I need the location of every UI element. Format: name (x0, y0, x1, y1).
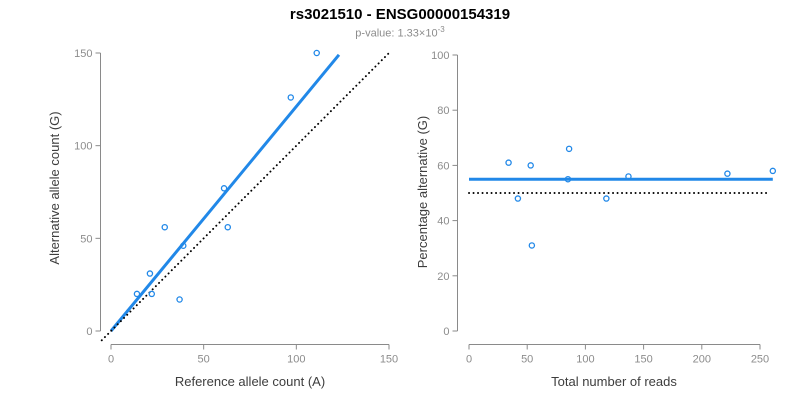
y-tick-label: 60 (437, 160, 449, 172)
data-point (176, 296, 183, 303)
y-tick-label: 50 (80, 233, 92, 245)
x-tick-label: 200 (693, 354, 711, 366)
left-plot-yaxis-title: Alternative allele count (G) (47, 111, 62, 265)
data-point (514, 195, 522, 202)
x-tick-label: 150 (380, 354, 398, 366)
figure-subtitle: p-value: 1.33×10-3 (0, 25, 800, 40)
y-tick-label: 0 (86, 326, 92, 338)
data-point (528, 242, 536, 249)
identity-line (100, 52, 390, 342)
figure-title: rs3021510 - ENSG00000154319 (289, 6, 511, 23)
data-point (625, 173, 632, 180)
x-tick-label: 50 (521, 354, 533, 366)
y-tick-label: 40 (437, 216, 449, 228)
data-point (565, 145, 573, 153)
x-tick-label: 100 (576, 354, 594, 366)
data-point (180, 242, 187, 249)
y-tick-label: 20 (437, 271, 449, 283)
y-tick-label: 80 (437, 105, 449, 117)
data-point (161, 223, 168, 231)
data-point (287, 94, 295, 101)
pvalue-exponent: -3 (437, 25, 445, 34)
y-tick-label: 150 (74, 48, 92, 60)
data-point (148, 290, 156, 298)
y-tick-label: 0 (443, 326, 449, 338)
data-point (313, 49, 320, 57)
x-tick-label: 0 (466, 354, 472, 366)
data-point (724, 170, 731, 177)
right-plot: 0 20 40 60 80 100 0 50 100 150 200 250 (431, 50, 777, 366)
data-point (564, 175, 572, 183)
y-tick-label: 100 (74, 141, 92, 153)
regression-line (109, 53, 341, 332)
x-tick-label: 150 (634, 354, 652, 366)
pvalue-text: p-value: 1.33×10 (355, 27, 438, 40)
right-plot-yaxis-title: Percentage alternative (G) (415, 115, 430, 269)
right-plot-xaxis-title: Total number of reads (551, 374, 677, 389)
x-tick-label: 50 (198, 354, 210, 366)
data-point (505, 159, 512, 166)
x-tick-label: 250 (751, 354, 769, 366)
left-plot-xaxis-title: Reference allele count (A) (174, 374, 326, 389)
data-point (769, 167, 777, 175)
data-point (603, 195, 610, 202)
x-tick-label: 100 (287, 354, 305, 366)
left-plot: 0 50 100 150 0 50 100 150 (74, 48, 398, 366)
data-point (146, 270, 154, 277)
data-point (527, 162, 534, 169)
y-tick-label: 100 (431, 50, 449, 62)
data-point (133, 290, 141, 298)
x-tick-label: 0 (108, 354, 114, 366)
data-point (224, 223, 232, 231)
data-point (220, 185, 228, 192)
